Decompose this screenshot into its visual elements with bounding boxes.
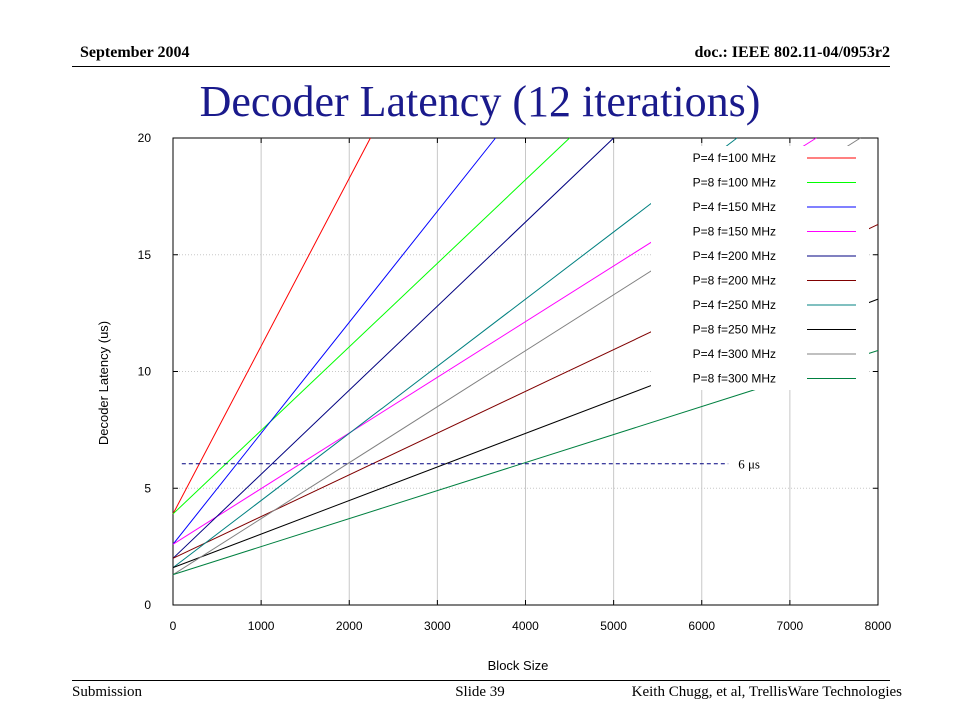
header-date: September 2004 (80, 44, 190, 61)
legend-label-5: P=4 f=200 MHz (693, 249, 776, 263)
legend-label-10: P=8 f=300 MHz (693, 372, 776, 386)
x-tick-label: 8000 (865, 619, 892, 633)
legend-label-4: P=8 f=150 MHz (693, 225, 776, 239)
x-tick-label: 5000 (600, 619, 627, 633)
x-tick-label: 0 (170, 619, 177, 633)
y-tick-label: 15 (138, 248, 152, 262)
x-tick-label: 1000 (248, 619, 275, 633)
footer-slide-number: Slide 39 (455, 684, 505, 700)
x-tick-label: 7000 (777, 619, 804, 633)
y-axis-label: Decoder Latency (us) (96, 321, 111, 445)
y-tick-label: 0 (144, 598, 151, 612)
footer-authors: Keith Chugg, et al, TrellisWare Technolo… (631, 684, 902, 700)
series-line-2 (172, 137, 570, 515)
series-line-1 (172, 137, 371, 515)
threshold-label: 6 μs (738, 457, 760, 472)
x-axis-label: Block Size (488, 658, 549, 673)
legend-label-3: P=4 f=150 MHz (693, 200, 776, 214)
legend-label-2: P=8 f=100 MHz (693, 176, 776, 190)
y-tick-label: 5 (144, 481, 151, 495)
legend-label-9: P=4 f=300 MHz (693, 347, 776, 361)
x-tick-label: 6000 (688, 619, 715, 633)
legend-label-8: P=8 f=250 MHz (693, 323, 776, 337)
footer-submission: Submission (72, 684, 143, 700)
legend-label-7: P=4 f=250 MHz (693, 298, 776, 312)
x-tick-label: 4000 (512, 619, 539, 633)
legend-background (651, 146, 869, 390)
x-tick-label: 2000 (336, 619, 363, 633)
footer-rule (72, 680, 890, 681)
legend-label-1: P=4 f=100 MHz (693, 151, 776, 165)
series-line-3 (172, 137, 496, 545)
slide-title: Decoder Latency (12 iterations) (199, 77, 761, 126)
series-line-7 (172, 137, 738, 569)
grid (172, 137, 879, 606)
legend-label-6: P=8 f=200 MHz (693, 274, 776, 288)
legend: P=4 f=100 MHz P=8 f=100 MHz P=4 f=150 MHz P… (651, 146, 869, 390)
header-rule (72, 66, 890, 67)
tick-labels: 0 1000 2000 3000 4000 5000 6000 7000 8000 0 5 10 15 2… (138, 131, 892, 633)
y-tick-label: 20 (138, 131, 152, 145)
y-tick-label: 10 (138, 365, 152, 379)
x-tick-label: 3000 (424, 619, 451, 633)
annotations: 6 μs (181, 457, 760, 472)
series-line-5 (172, 137, 614, 559)
header-doc-id: doc.: IEEE 802.11-04/0953r2 (694, 44, 890, 61)
